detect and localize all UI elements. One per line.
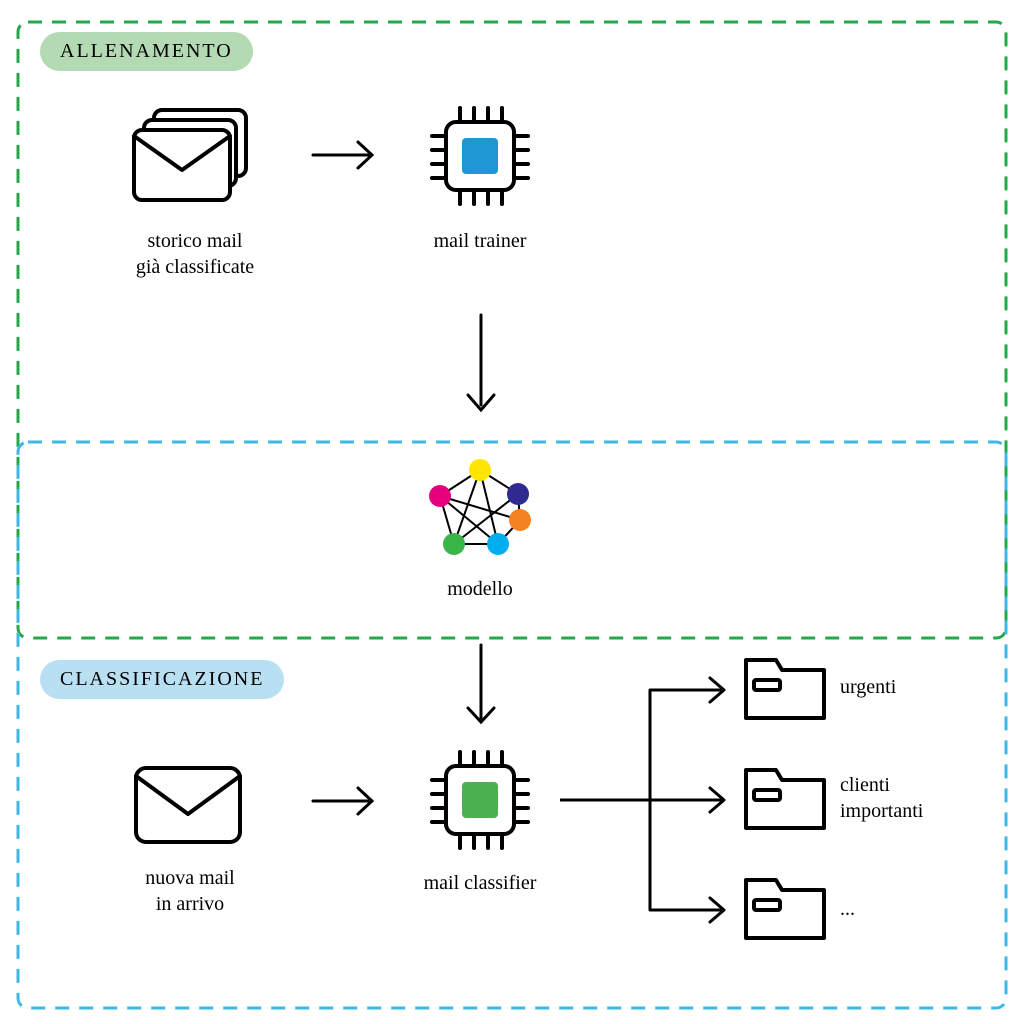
folder-urgent-label: urgenti — [840, 674, 960, 700]
mail-trainer-icon — [420, 96, 540, 216]
mail-classifier-icon — [420, 740, 540, 860]
arrow-newmail-classifier — [308, 776, 388, 826]
folder-etc-icon — [740, 872, 830, 947]
model-label: modello — [410, 576, 550, 602]
arrow-historic-trainer — [308, 130, 388, 180]
training-badge-label: ALLENAMENTO — [60, 40, 233, 62]
classification-badge: CLASSIFICAZIONE — [40, 660, 284, 699]
new-mail-label: nuova mail in arrivo — [100, 865, 280, 917]
folder-etc-label: ... — [840, 896, 960, 922]
classification-badge-label: CLASSIFICAZIONE — [60, 668, 264, 690]
folder-urgent-icon — [740, 652, 830, 727]
arrow-trainer-model — [456, 310, 506, 430]
arrow-branches — [560, 660, 760, 940]
mail-classifier-label: mail classifier — [390, 870, 570, 896]
new-mail-icon — [128, 760, 248, 850]
folder-clients-icon — [740, 762, 830, 837]
arrow-model-classifier — [456, 640, 506, 740]
folder-clients-label: clienti importanti — [840, 772, 1000, 824]
historic-mail-label: storico mail già classificate — [95, 228, 295, 280]
model-icon — [410, 452, 550, 572]
historic-mail-icon — [120, 102, 260, 212]
training-badge: ALLENAMENTO — [40, 32, 253, 71]
mail-trainer-label: mail trainer — [400, 228, 560, 254]
